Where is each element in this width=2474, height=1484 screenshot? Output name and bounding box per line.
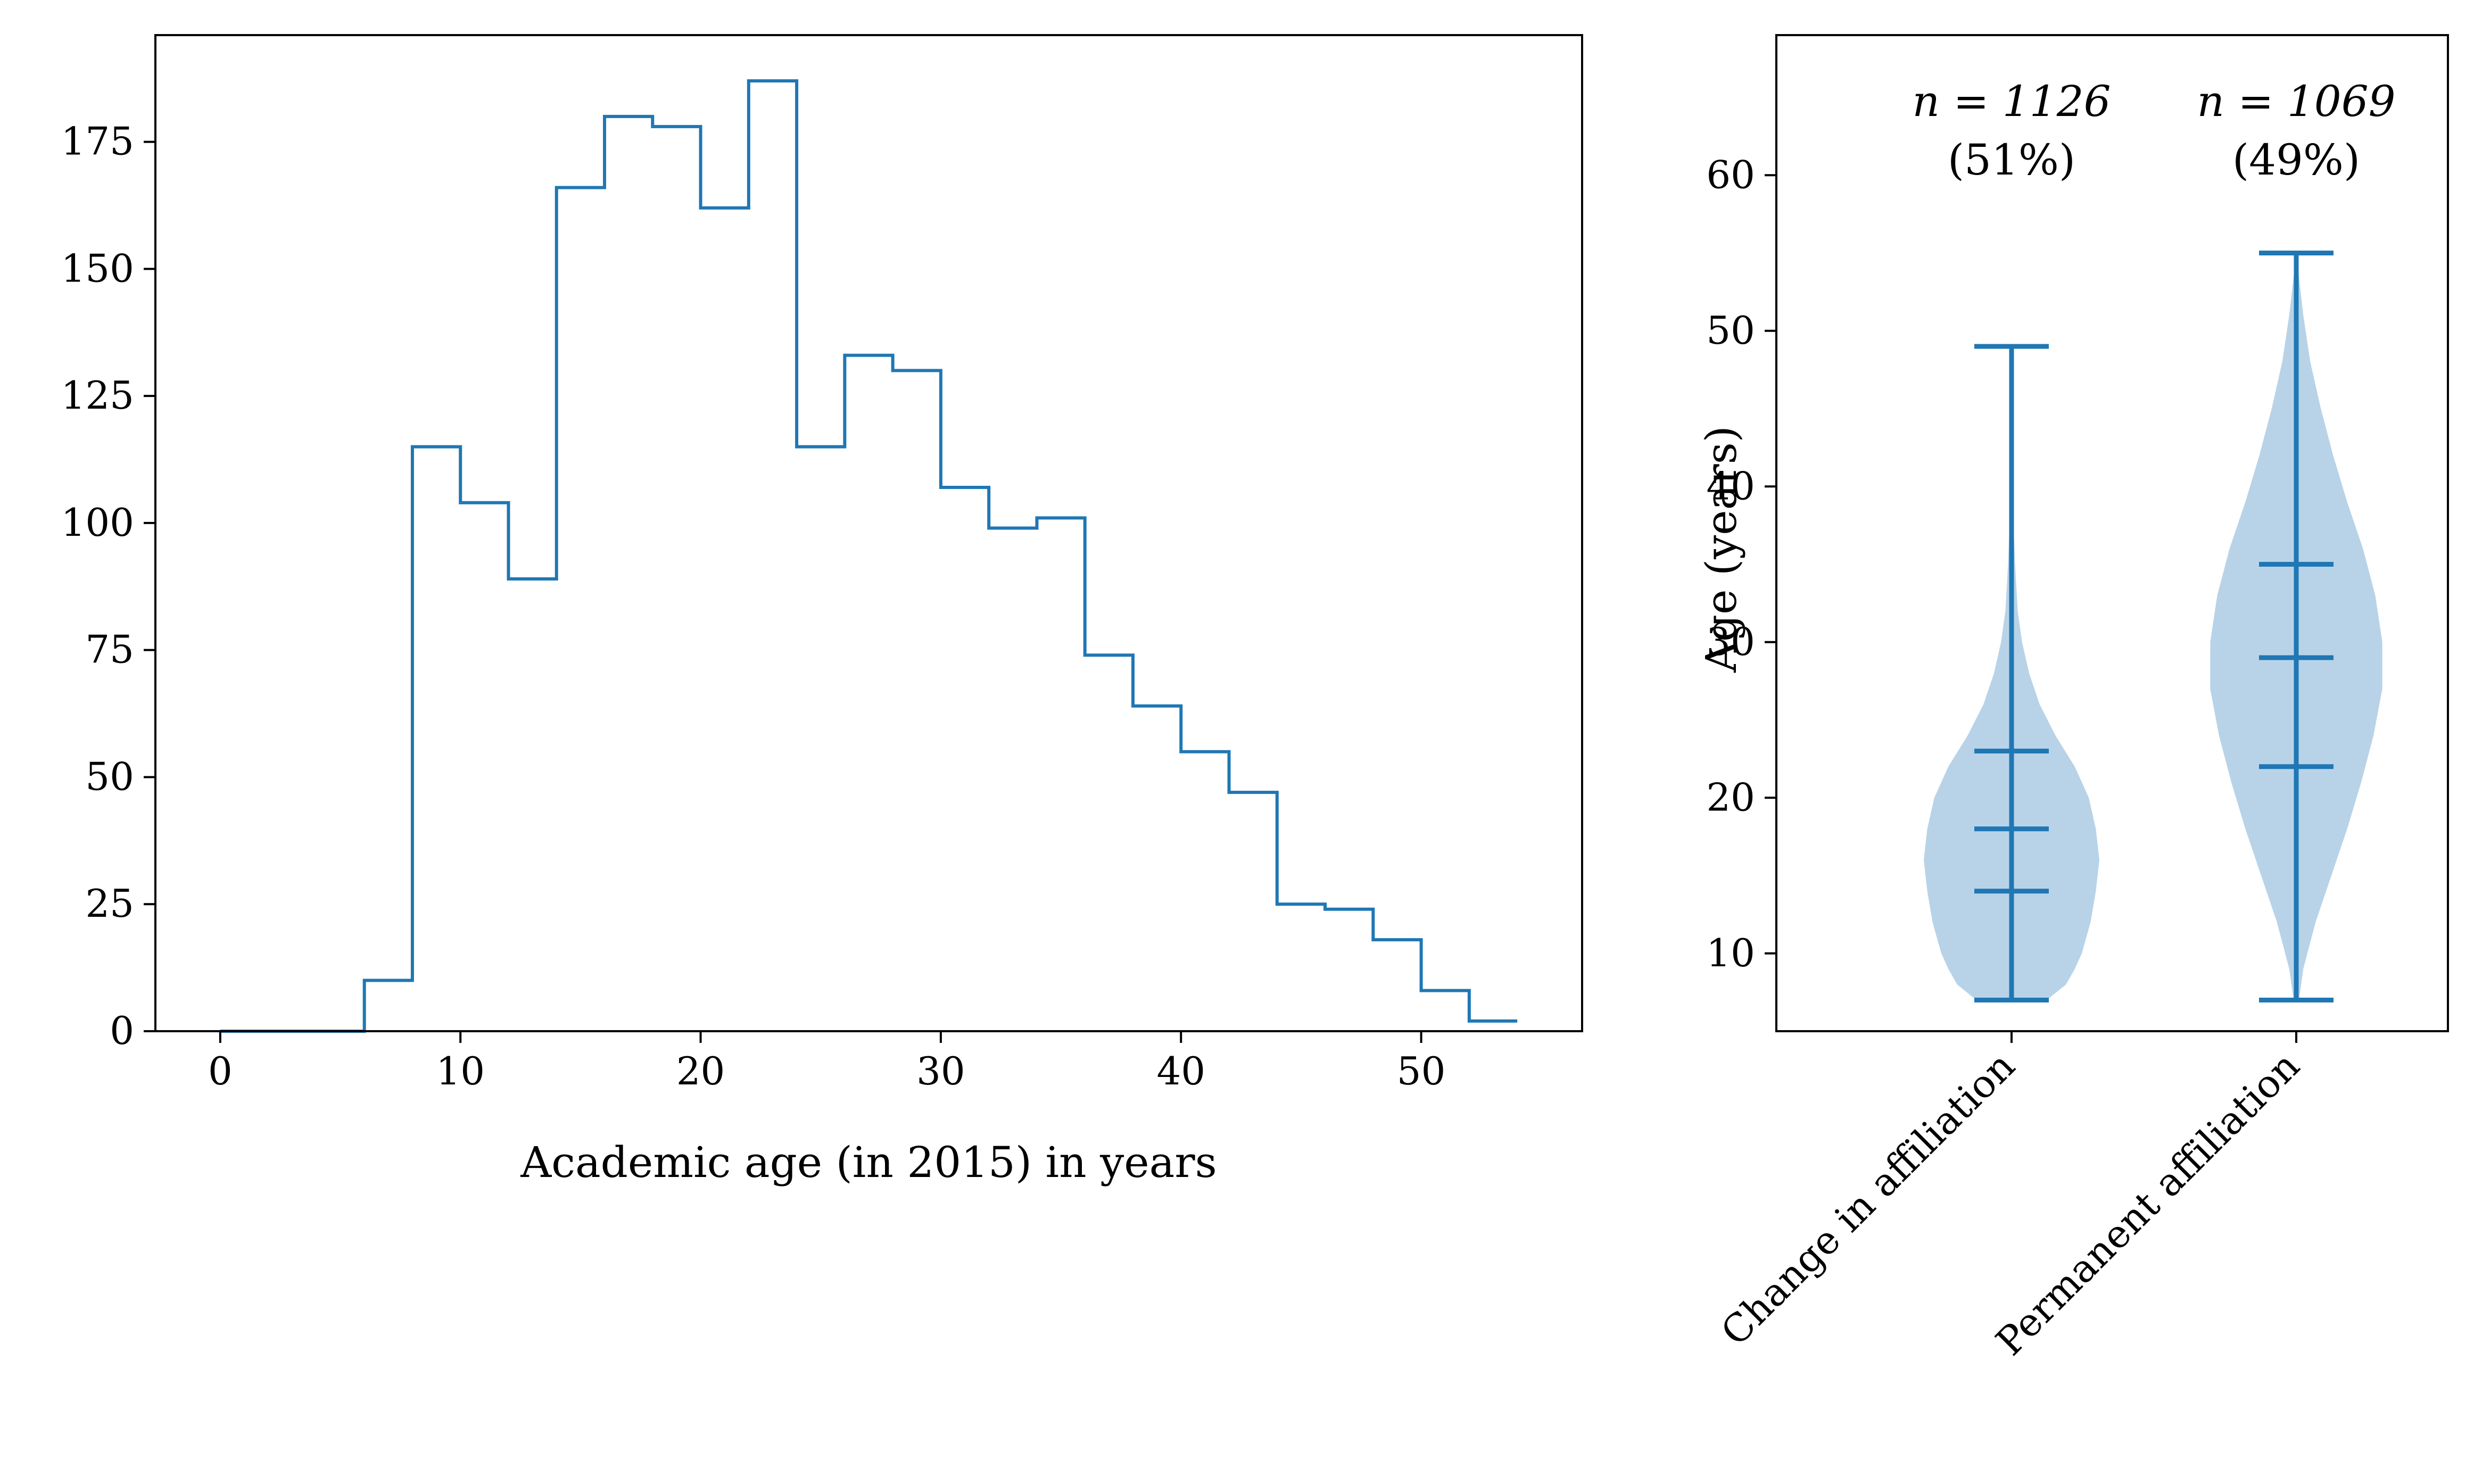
violin-y-tick-label: 60 <box>1706 152 1755 197</box>
violin-y-tick-label: 10 <box>1706 931 1755 975</box>
hist-x-tick-label: 0 <box>208 1049 233 1093</box>
violin-1: n = 1069 (49%) <box>2197 77 2396 1002</box>
violin-bodies: n = 1126 (51%) n = 1069 (49%) <box>1912 77 2396 1002</box>
violin-n-annotation: n = 1126 <box>1912 77 2111 126</box>
violin-x-tick-label: Permanent affiliation <box>1987 1043 2308 1364</box>
hist-x-tick-label: 30 <box>916 1049 965 1093</box>
hist-y-tick-label: 125 <box>61 373 134 418</box>
histogram-ticks: 0 10 20 30 40 50 0 25 50 75 100 125 150 175 <box>61 119 1446 1093</box>
hist-y-tick-label: 50 <box>85 754 134 799</box>
violin-pct-annotation: (51%) <box>1948 135 2075 185</box>
histogram-panel: 0 10 20 30 40 50 0 25 50 75 100 125 150 175 Academic … <box>61 34 1583 1187</box>
violin-y-tick-label: 40 <box>1706 463 1755 508</box>
hist-y-tick-label: 25 <box>85 881 134 926</box>
violin-y-tick-label: 50 <box>1706 308 1755 353</box>
violin-panel: n = 1126 (51%) n = 1069 (49%) 10 20 30 40 50 60 C… <box>1697 34 2449 1364</box>
violin-pct-annotation: (49%) <box>2232 135 2360 185</box>
histogram-axes-frame <box>154 34 1583 1032</box>
hist-y-tick-label: 175 <box>61 119 134 164</box>
violin-y-tick-label: 30 <box>1706 619 1755 664</box>
histogram-x-axis-label: Academic age (in 2015) in years <box>520 1138 1217 1187</box>
hist-y-tick-label: 0 <box>110 1008 134 1053</box>
hist-x-tick-label: 10 <box>436 1049 485 1093</box>
hist-y-tick-label: 75 <box>85 627 134 672</box>
hist-x-tick-label: 50 <box>1397 1049 1446 1093</box>
hist-y-tick-label: 150 <box>61 246 134 291</box>
violin-n-annotation: n = 1069 <box>2197 77 2395 126</box>
violin-x-tick-label: Change in affiliation <box>1712 1043 2023 1354</box>
violin-y-axis-label: Age (years) <box>1697 426 1746 673</box>
violin-axes-frame <box>1775 34 2449 1032</box>
violin-0: n = 1126 (51%) <box>1912 77 2111 1002</box>
hist-x-tick-label: 20 <box>676 1049 725 1093</box>
hist-x-tick-label: 40 <box>1156 1049 1205 1093</box>
violin-y-tick-label: 20 <box>1706 775 1755 819</box>
hist-y-tick-label: 100 <box>61 500 134 545</box>
histogram-step-line <box>220 79 1518 1033</box>
